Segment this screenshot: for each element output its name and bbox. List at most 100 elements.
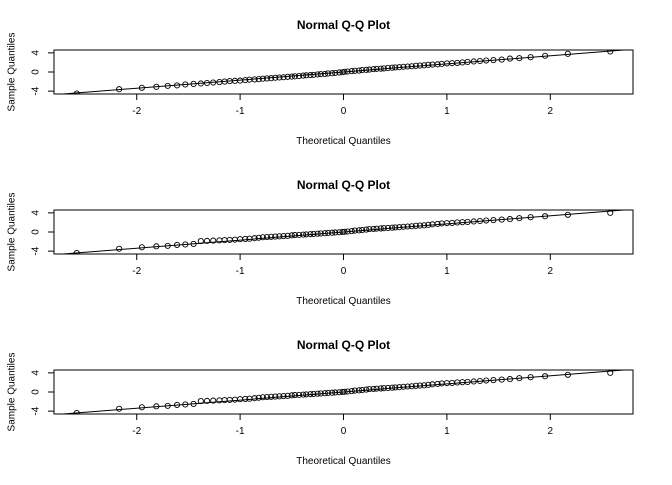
data-point <box>434 220 441 227</box>
data-point <box>268 393 275 400</box>
qq-reference-line <box>56 210 631 254</box>
data-point <box>355 227 363 234</box>
data-point <box>259 234 266 241</box>
data-point <box>564 211 571 218</box>
y-tick-label: 0 <box>31 389 42 395</box>
data-point <box>203 237 211 244</box>
data-point <box>182 241 189 248</box>
data-point <box>280 393 287 400</box>
data-point <box>490 376 497 384</box>
data-point <box>173 401 181 408</box>
data-point <box>380 225 387 232</box>
data-point <box>310 230 317 237</box>
qq-reference-line <box>56 370 631 414</box>
data-point <box>516 215 523 222</box>
data-point <box>490 56 497 64</box>
data-point <box>344 228 351 235</box>
data-point <box>607 50 614 55</box>
data-point <box>366 66 373 73</box>
data-point <box>321 230 328 237</box>
data-point <box>314 230 321 237</box>
data-point <box>263 75 271 82</box>
x-tick-label: -1 <box>236 426 245 437</box>
data-point <box>380 385 387 392</box>
data-point <box>377 65 384 72</box>
data-point <box>182 81 189 88</box>
y-tick-label: -4 <box>31 406 42 415</box>
data-point <box>332 229 339 236</box>
data-point <box>380 65 387 72</box>
data-point <box>421 62 428 69</box>
x-tick-label: -1 <box>236 106 245 117</box>
data-point <box>527 54 534 61</box>
data-point <box>310 390 317 397</box>
data-point <box>210 79 217 86</box>
data-point <box>483 377 490 384</box>
x-tick-label: 1 <box>444 106 450 117</box>
data-point <box>284 232 291 239</box>
data-point <box>307 231 314 238</box>
data-point <box>210 237 217 244</box>
data-point <box>303 231 310 238</box>
data-point <box>434 61 441 68</box>
data-point <box>310 71 317 78</box>
data-point <box>303 391 310 398</box>
x-tick-label: 0 <box>341 106 347 117</box>
data-point <box>237 236 244 243</box>
data-point <box>421 382 428 389</box>
data-point <box>116 405 123 412</box>
data-point <box>341 68 348 75</box>
data-point <box>288 392 295 399</box>
data-layer <box>56 50 631 94</box>
data-point <box>329 229 336 236</box>
data-point <box>288 73 295 80</box>
data-point <box>404 223 411 230</box>
y-tick-label: 4 <box>31 370 42 376</box>
data-point <box>363 66 370 73</box>
data-point <box>348 67 355 75</box>
data-point <box>425 381 432 388</box>
data-point <box>317 390 324 397</box>
data-point <box>404 63 411 70</box>
data-point <box>443 220 450 227</box>
data-point <box>251 76 258 83</box>
x-tick-label: 1 <box>444 426 450 437</box>
data-point <box>164 402 171 409</box>
y-tick-label: 0 <box>31 229 42 235</box>
data-point <box>370 385 377 392</box>
data-point <box>324 389 332 397</box>
data-point <box>307 391 314 398</box>
data-point <box>259 394 266 401</box>
data-point <box>498 376 505 383</box>
data-point <box>138 84 145 91</box>
data-point <box>607 370 614 376</box>
data-point <box>443 380 450 387</box>
data-point <box>197 80 204 87</box>
data-point <box>329 70 336 77</box>
data-point <box>251 235 258 242</box>
data-point <box>263 233 271 241</box>
y-tick-label: 0 <box>31 69 42 75</box>
chart-title: Normal Q-Q Plot <box>297 178 390 192</box>
data-point <box>344 388 351 395</box>
data-point <box>116 86 123 93</box>
data-point <box>203 79 211 87</box>
data-point <box>173 241 181 248</box>
data-point <box>516 375 523 382</box>
data-point <box>317 230 324 237</box>
data-point <box>348 387 355 395</box>
data-point <box>377 385 384 392</box>
data-point <box>276 393 283 400</box>
data-point <box>255 76 262 83</box>
data-point <box>332 389 339 396</box>
data-point <box>197 238 204 245</box>
data-point <box>173 82 181 89</box>
data-point <box>255 234 262 241</box>
data-point <box>373 65 380 72</box>
data-point <box>226 396 233 403</box>
x-tick-label: 2 <box>548 106 554 117</box>
data-point <box>164 82 171 89</box>
data-point <box>190 80 197 88</box>
data-point <box>425 221 432 228</box>
